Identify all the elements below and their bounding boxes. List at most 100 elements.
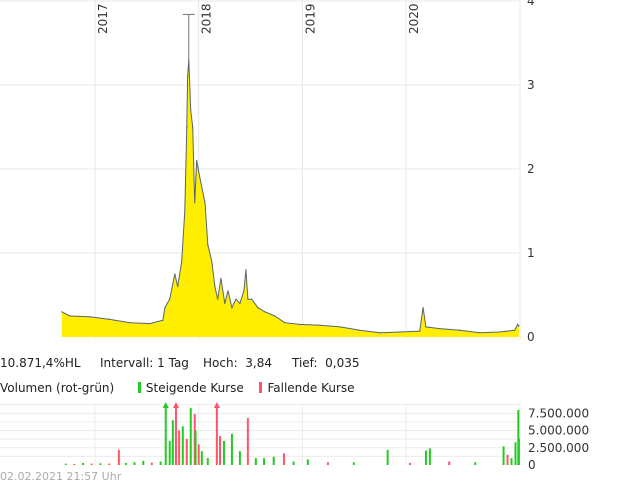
price-point bbox=[379, 332, 381, 334]
volume-y-tick-label: 0 bbox=[528, 458, 536, 472]
volume-bar bbox=[90, 463, 93, 465]
volume-bar bbox=[73, 463, 76, 465]
volume-bar bbox=[238, 451, 241, 465]
volume-bar bbox=[326, 462, 329, 465]
volume-bar bbox=[124, 462, 127, 465]
price-point bbox=[129, 322, 131, 324]
price-point bbox=[422, 307, 424, 309]
volume-bar bbox=[174, 407, 177, 465]
price-point bbox=[425, 326, 427, 328]
volume-bar bbox=[409, 462, 412, 465]
price-point bbox=[186, 126, 188, 128]
price-point bbox=[192, 126, 194, 128]
volume-bar bbox=[171, 420, 174, 465]
volume-bar bbox=[448, 461, 451, 465]
volume-bar bbox=[292, 461, 295, 465]
volume-bar bbox=[306, 459, 309, 465]
x-tick-label: 2019 bbox=[303, 3, 317, 34]
price-point bbox=[214, 286, 216, 288]
volume-overflow-arrow bbox=[213, 402, 220, 408]
price-point bbox=[211, 260, 213, 262]
volume-bar bbox=[254, 458, 257, 465]
price-point bbox=[319, 324, 321, 326]
volume-bar bbox=[506, 454, 509, 465]
volume-bar bbox=[282, 453, 285, 465]
price-point bbox=[518, 325, 520, 327]
high-stat: Hoch: 3,84 bbox=[203, 356, 272, 370]
low-stat: Tief: 0,035 bbox=[292, 356, 360, 370]
timestamp: 02.02.2021 21:57 Uhr bbox=[0, 470, 122, 483]
price-point bbox=[514, 329, 516, 331]
price-point bbox=[61, 311, 63, 313]
volume-bar bbox=[510, 458, 513, 465]
volume-title: Volumen (rot-grün) bbox=[0, 381, 115, 395]
volume-bar bbox=[272, 456, 275, 465]
y-tick-label: 1 bbox=[527, 246, 535, 260]
price-point bbox=[184, 210, 186, 212]
price-point bbox=[419, 330, 421, 332]
volume-y-tick-label: 2.500.000 bbox=[528, 441, 589, 455]
low-label: Tief: bbox=[292, 356, 318, 370]
price-point bbox=[187, 76, 189, 78]
y-tick-label: 3 bbox=[527, 78, 535, 92]
price-point bbox=[177, 286, 179, 288]
price-point bbox=[190, 109, 192, 111]
falling-swatch bbox=[259, 382, 263, 393]
y-tick-label: 4 bbox=[527, 0, 535, 8]
price-point bbox=[399, 331, 401, 333]
price-point bbox=[517, 323, 519, 325]
price-point bbox=[149, 322, 151, 325]
price-point bbox=[239, 302, 241, 304]
price-point bbox=[231, 307, 233, 309]
x-tick-label: 2020 bbox=[407, 3, 421, 34]
volume-bar bbox=[428, 448, 431, 465]
legend-rising: Steigende Kurse bbox=[145, 381, 244, 395]
volume-y-tick-label: 7.500.000 bbox=[528, 406, 589, 420]
volume-bar bbox=[206, 458, 209, 465]
price-point bbox=[227, 290, 229, 292]
price-point bbox=[220, 277, 222, 279]
volume-bar bbox=[159, 461, 162, 465]
volume-bar bbox=[215, 407, 218, 465]
volume-bar bbox=[189, 407, 192, 465]
price-point bbox=[194, 202, 196, 204]
volume-bar bbox=[99, 463, 102, 465]
price-point bbox=[439, 328, 441, 330]
volume-bar bbox=[352, 462, 355, 465]
volume-bar bbox=[197, 444, 200, 465]
high-label: Hoch: bbox=[203, 356, 238, 370]
volume-bar bbox=[64, 463, 67, 465]
volume-bar bbox=[246, 418, 249, 465]
price-point bbox=[204, 202, 206, 204]
legend-falling: Fallende Kurse bbox=[267, 381, 355, 395]
price-point bbox=[499, 331, 501, 333]
volume-y-tick-label: 5.000.000 bbox=[528, 424, 589, 438]
x-tick-label: 2017 bbox=[96, 3, 110, 34]
volume-bar bbox=[386, 449, 389, 465]
price-point bbox=[207, 244, 209, 246]
price-point bbox=[284, 322, 286, 324]
volume-bar bbox=[181, 426, 184, 465]
volume-bar bbox=[517, 409, 520, 465]
price-point bbox=[164, 307, 166, 309]
volume-bar bbox=[133, 462, 136, 465]
volume-bar bbox=[222, 440, 225, 465]
price-point bbox=[235, 298, 237, 300]
volume-bar bbox=[142, 460, 145, 465]
y-tick-label: 2 bbox=[527, 162, 535, 176]
volume-bar bbox=[150, 462, 153, 465]
price-point bbox=[299, 323, 301, 325]
y-tick-label: 0 bbox=[527, 330, 535, 344]
high-value: 3,84 bbox=[245, 356, 272, 370]
volume-bar bbox=[517, 438, 520, 465]
volume-bar bbox=[185, 438, 188, 465]
price-point bbox=[243, 290, 245, 292]
volume-bar bbox=[424, 450, 427, 465]
price-area bbox=[61, 59, 519, 338]
volume-bar bbox=[178, 430, 181, 465]
price-point bbox=[245, 269, 247, 271]
price-point bbox=[169, 298, 171, 300]
x-tick-label: 2018 bbox=[200, 3, 214, 34]
price-point bbox=[69, 315, 71, 317]
interval-label: Intervall: 1 Tag bbox=[100, 356, 189, 370]
